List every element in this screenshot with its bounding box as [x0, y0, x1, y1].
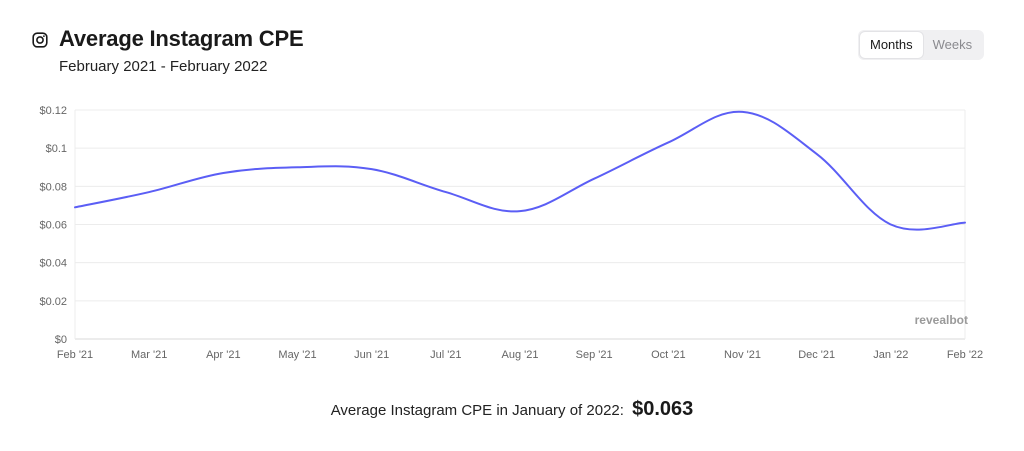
x-tick-label: Mar '21: [131, 349, 167, 361]
date-range-subtitle: February 2021 - February 2022: [59, 58, 268, 75]
line-chart: $0 $0.02 $0.04 $0.06 $0.08 $0.1 $0.12 Feb '21 M…: [39, 105, 983, 361]
data-point[interactable]: [219, 169, 227, 177]
data-point[interactable]: [145, 188, 153, 196]
x-tick-label: Apr '21: [206, 349, 241, 361]
x-tick-label: Jul '21: [430, 349, 461, 361]
y-tick-label: $0.1: [46, 143, 67, 155]
x-tick-label: Nov '21: [724, 349, 761, 361]
title-row: Average Instagram CPE: [32, 26, 304, 52]
data-point[interactable]: [739, 108, 747, 116]
x-tick-label: May '21: [278, 349, 316, 361]
y-tick-label: $0.04: [39, 258, 67, 270]
x-tick-label: Feb '22: [947, 349, 983, 361]
x-tick-label: Dec '21: [798, 349, 835, 361]
months-toggle-button[interactable]: Months: [860, 32, 923, 58]
summary-value: $0.063: [632, 398, 694, 420]
chart-summary: Average Instagram CPE in January of 2022…: [0, 398, 1024, 421]
data-point[interactable]: [590, 175, 598, 183]
x-tick-label: Jan '22: [873, 349, 908, 361]
x-tick-label: Sep '21: [576, 349, 613, 361]
revealbot-watermark: revealbot: [915, 313, 968, 327]
data-point[interactable]: [294, 163, 302, 171]
x-tick-label: Oct '21: [651, 349, 686, 361]
data-point[interactable]: [516, 207, 524, 215]
y-tick-label: $0: [55, 334, 67, 346]
y-tick-label: $0.02: [39, 296, 67, 308]
instagram-icon: [32, 32, 48, 48]
data-point[interactable]: [887, 221, 895, 229]
x-tick-label: Feb '21: [57, 349, 93, 361]
period-toggle: Months Weeks: [858, 30, 985, 60]
summary-text: Average Instagram CPE in January of 2022…: [330, 402, 624, 419]
data-point[interactable]: [961, 219, 969, 227]
page-title: Average Instagram CPE: [59, 26, 304, 51]
y-tick-label: $0.06: [39, 220, 67, 232]
weeks-toggle-button[interactable]: Weeks: [932, 37, 973, 52]
y-tick-label: $0.08: [39, 181, 67, 193]
chart-header: Average Instagram CPE February 2021 - Fe…: [32, 26, 304, 75]
cpe-series-line: [74, 110, 966, 231]
data-point[interactable]: [71, 203, 79, 211]
x-tick-label: Aug '21: [502, 349, 539, 361]
data-point[interactable]: [664, 138, 672, 146]
x-tick-label: Jun '21: [354, 349, 389, 361]
data-point[interactable]: [813, 150, 821, 158]
data-point[interactable]: [442, 188, 450, 196]
y-tick-label: $0.12: [39, 105, 67, 117]
data-point[interactable]: [368, 165, 376, 173]
